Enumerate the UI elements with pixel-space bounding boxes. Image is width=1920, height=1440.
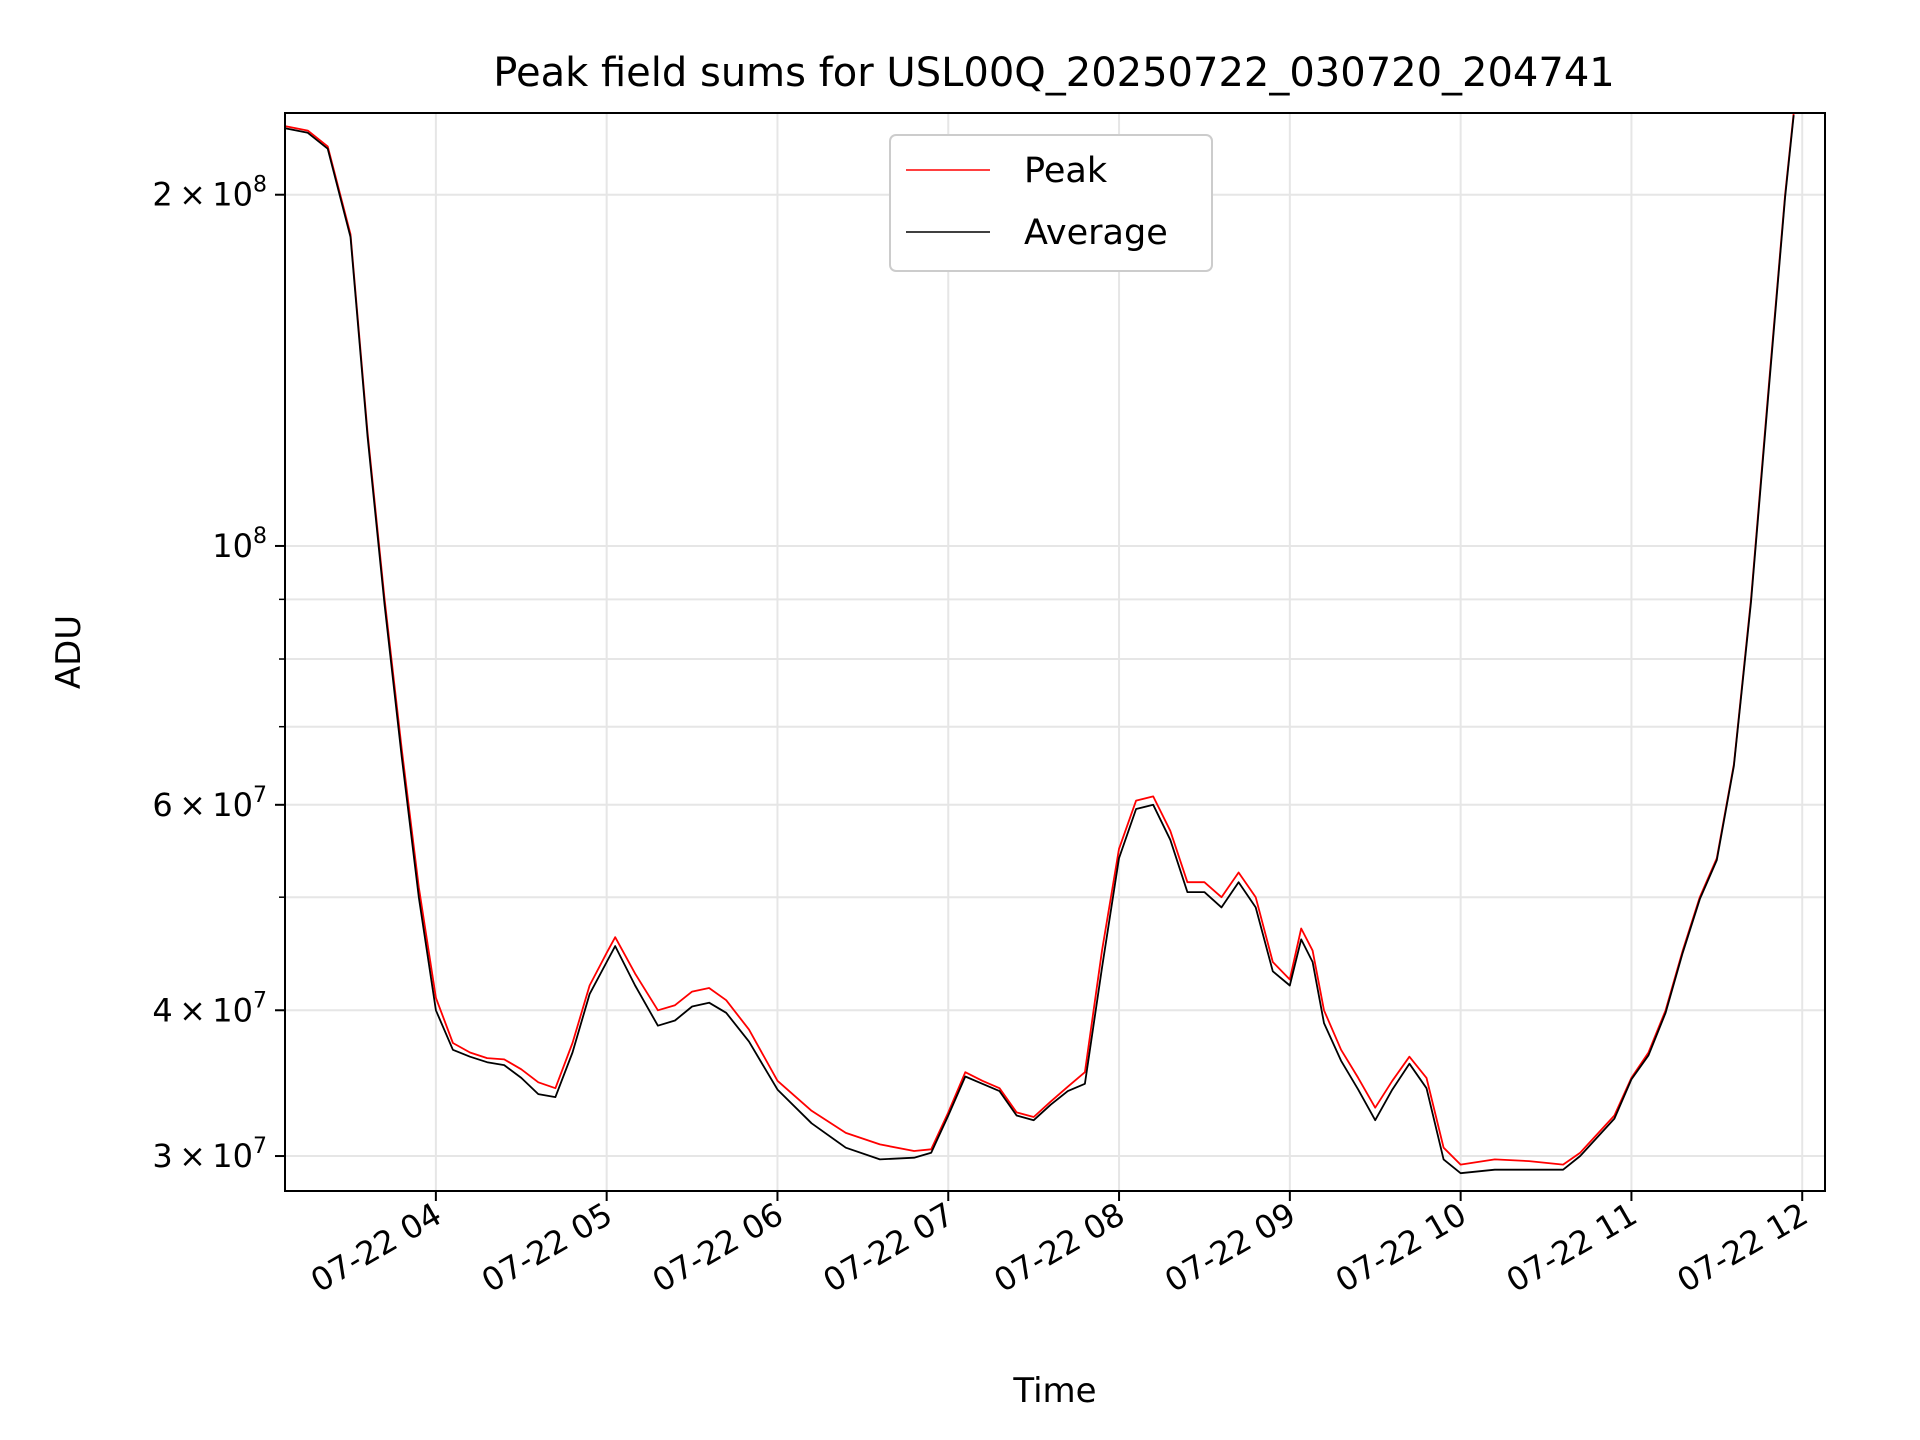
plot-area — [285, 113, 1825, 1191]
y-tick-label: 3 × 107 — [152, 1134, 267, 1175]
y-tick-label: 2 × 108 — [152, 173, 267, 214]
legend: Peak Average — [889, 134, 1213, 272]
y-axis-label: ADU — [49, 615, 89, 689]
y-axis-ticks: 3 × 107 4 × 107 6 × 107 108 2 × 108 — [152, 173, 285, 1175]
legend-peak-label: Peak — [1024, 151, 1108, 191]
x-axis-label: Time — [1012, 1371, 1096, 1411]
plot-frame — [284, 112, 1826, 1192]
series-lines — [284, 112, 1795, 1175]
y-tick-label: 108 — [212, 524, 267, 565]
legend-average-label: Average — [1024, 213, 1168, 253]
y-tick-label: 6 × 107 — [152, 783, 267, 824]
chart-title: Peak field sums for USL00Q_20250722_0307… — [493, 50, 1614, 96]
series-peak-line — [284, 112, 1795, 1166]
grid-lines — [285, 113, 1825, 1191]
series-average-line — [284, 115, 1795, 1175]
legend-box — [889, 134, 1213, 272]
y-tick-label: 4 × 107 — [152, 988, 267, 1029]
